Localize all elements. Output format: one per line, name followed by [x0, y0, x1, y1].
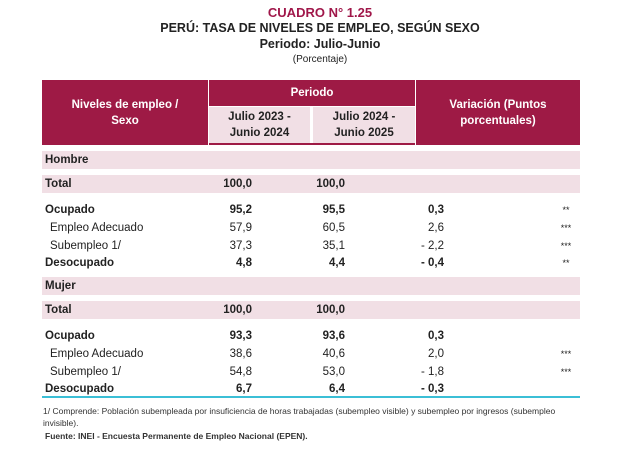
header-period-2023-2024: Julio 2023 - Junio 2024 [209, 107, 310, 143]
value-2024-2025: 95,5 [322, 204, 345, 216]
value-2023-2024: 38,6 [229, 347, 252, 360]
value-2023-2024: 54,8 [229, 365, 252, 378]
value-2024-2025: 100,0 [316, 178, 345, 190]
header-variacion: Variación (Puntos porcentuales) [416, 80, 580, 145]
variation-value: - 0,3 [420, 383, 444, 396]
row-label: Empleo Adecuado [50, 347, 144, 360]
value-2024-2025: 4,4 [329, 257, 345, 270]
header-period-2024-2025: Julio 2024 - Junio 2025 [313, 107, 415, 143]
group-band-mujer: Mujer [42, 277, 580, 295]
group-label: Mujer [45, 280, 76, 292]
variation-value: - 1,8 [420, 365, 444, 378]
table-bottom-rule [42, 396, 580, 398]
table-period: Periodo: Julio-Junio [259, 37, 381, 51]
value-2024-2025: 60,5 [322, 221, 345, 234]
significance-marker: *** [560, 366, 572, 377]
row-label: Desocupado [45, 257, 115, 270]
group-band-hombre: Hombre [42, 151, 580, 169]
value-2023-2024: 93,3 [229, 330, 252, 342]
group-label: Hombre [45, 154, 89, 166]
value-2023-2024: 37,3 [229, 239, 252, 252]
variation-value: 2,0 [428, 347, 444, 360]
table-row: Desocupado 4,8 4,4 - 0,4 ** [42, 254, 580, 272]
value-2024-2025: 35,1 [322, 239, 345, 252]
value-2023-2024: 4,8 [236, 257, 252, 270]
header-periodo: Periodo [209, 80, 415, 106]
header-divider [209, 143, 415, 145]
significance-marker: ** [562, 258, 570, 269]
table-unit: (Porcentaje) [292, 54, 348, 65]
variation-value: - 2,2 [420, 239, 444, 252]
table-row: Ocupado 93,3 93,6 0,3 [42, 327, 580, 345]
table-row: Ocupado 95,2 95,5 0,3 ** [42, 201, 580, 219]
row-label: Subempleo 1/ [50, 365, 121, 378]
row-label: Total [45, 304, 72, 316]
table-row: Total 100,0 100,0 [42, 175, 580, 193]
significance-marker: *** [560, 222, 572, 233]
row-label: Ocupado [45, 204, 95, 216]
value-2024-2025: 53,0 [322, 365, 345, 378]
row-label: Desocupado [45, 383, 115, 396]
variation-value: 0,3 [428, 204, 444, 216]
value-2023-2024: 100,0 [223, 304, 252, 316]
value-2024-2025: 100,0 [316, 304, 345, 316]
value-2024-2025: 93,6 [322, 330, 345, 342]
table-row: Total 100,0 100,0 [42, 301, 580, 319]
table-title: PERÚ: TASA DE NIVELES DE EMPLEO, SEGÚN S… [160, 21, 480, 35]
table-row: Subempleo 1/54,8 53,0 - 1,8 *** [42, 363, 580, 381]
table-row: Subempleo 1/37,3 35,1 - 2,2 *** [42, 237, 580, 255]
variation-value: 0,3 [428, 330, 444, 342]
significance-marker: *** [560, 348, 572, 359]
row-label: Total [45, 178, 72, 190]
row-label: Empleo Adecuado [50, 221, 144, 234]
table-row: Empleo Adecuado 57,9 60,5 2,6 *** [42, 219, 580, 237]
variation-value: - 0,4 [420, 257, 444, 270]
header-niveles: Niveles de empleo / Sexo [42, 80, 208, 145]
value-2023-2024: 6,7 [236, 383, 252, 396]
table-row: Empleo Adecuado 38,6 40,6 2,0 *** [42, 345, 580, 363]
value-2023-2024: 100,0 [223, 178, 252, 190]
value-2024-2025: 40,6 [322, 347, 345, 360]
significance-marker: *** [560, 240, 572, 251]
table-number: CUADRO N° 1.25 [267, 5, 373, 20]
table-row: Desocupado 6,7 6,4 - 0,3 [42, 380, 580, 398]
source-note: Fuente: INEI - Encuesta Permanente de Em… [45, 431, 308, 441]
value-2024-2025: 6,4 [329, 383, 345, 396]
row-label: Ocupado [45, 330, 95, 342]
significance-marker: ** [562, 205, 570, 215]
value-2023-2024: 95,2 [229, 204, 252, 216]
row-label: Subempleo 1/ [50, 239, 121, 252]
footnote: 1/ Comprende: Población subempleada por … [43, 406, 556, 428]
value-2023-2024: 57,9 [229, 221, 252, 234]
variation-value: 2,6 [428, 221, 444, 234]
